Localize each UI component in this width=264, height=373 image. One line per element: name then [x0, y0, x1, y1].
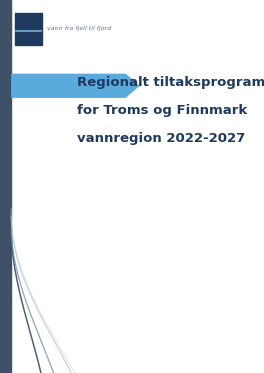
- Polygon shape: [11, 74, 140, 98]
- Bar: [0, 0, 11, 373]
- Text: vannregion 2022-2027: vannregion 2022-2027: [77, 132, 245, 145]
- Text: Regionalt tiltaksprogram: Regionalt tiltaksprogram: [77, 76, 264, 90]
- Text: for Troms og Finnmark: for Troms og Finnmark: [77, 104, 247, 117]
- Text: vann fra fjell til fjord: vann fra fjell til fjord: [47, 26, 111, 31]
- Bar: [15, 13, 41, 45]
